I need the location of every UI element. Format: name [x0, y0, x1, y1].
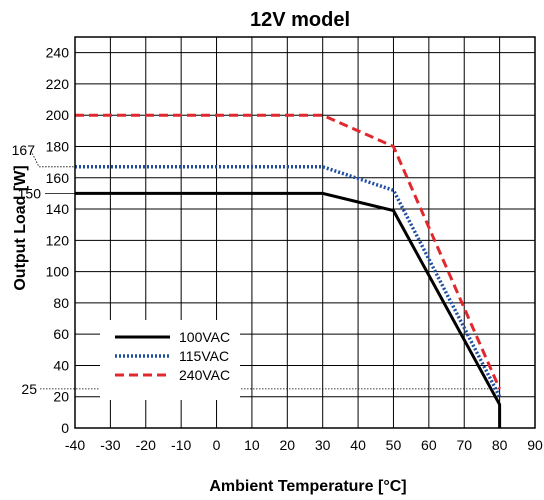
legend: 100VAC 115VAC 240VAC — [100, 320, 240, 400]
x-tick-label: 30 — [315, 437, 331, 453]
y-tick-label: 40 — [53, 357, 69, 373]
x-tick-label: 80 — [492, 437, 508, 453]
y-tick-label: 20 — [53, 389, 69, 405]
reference-label: 150 — [18, 185, 42, 201]
x-axis-title: Ambient Temperature [°C] — [209, 478, 406, 495]
reference-label: 25 — [21, 381, 37, 397]
x-tick-label: 10 — [244, 437, 260, 453]
reference-lines — [30, 150, 500, 390]
y-tick-label: 100 — [46, 264, 70, 280]
y-tick-label: 240 — [46, 45, 70, 61]
y-tick-label: 80 — [53, 295, 69, 311]
y-tick-labels: 0 20 40 60 80 100 120 140 160 180 200 220 240 — [46, 45, 70, 436]
y-tick-label: 0 — [61, 420, 69, 436]
legend-label: 240VAC — [179, 367, 230, 383]
x-tick-label: 90 — [527, 437, 543, 453]
reference-labels: 167 150 25 — [12, 142, 42, 397]
legend-label: 115VAC — [179, 348, 229, 364]
x-tick-label: -10 — [171, 437, 191, 453]
x-tick-label: 0 — [213, 437, 221, 453]
y-tick-label: 60 — [53, 326, 69, 342]
x-tick-label: 60 — [421, 437, 437, 453]
series-line-240vac — [75, 113, 501, 390]
x-tick-label: -30 — [100, 437, 120, 453]
y-tick-label: 120 — [46, 232, 70, 248]
y-tick-label: 200 — [46, 107, 70, 123]
y-tick-label: 220 — [46, 76, 70, 92]
x-tick-label: 70 — [456, 437, 472, 453]
x-tick-label: 50 — [386, 437, 402, 453]
y-tick-label: 180 — [46, 138, 70, 154]
legend-box — [100, 320, 240, 400]
y-axis-title: Output Load [W] — [12, 165, 29, 290]
plot-area-frame — [74, 36, 536, 429]
series-line-100vac — [75, 191, 502, 428]
x-tick-label: -20 — [136, 437, 156, 453]
series-line-115vac — [75, 165, 502, 398]
y-tick-label: 160 — [46, 170, 70, 186]
x-tick-label: -40 — [65, 437, 85, 453]
x-tick-label: 20 — [280, 437, 296, 453]
reference-label: 167 — [12, 142, 36, 158]
x-tick-labels: -40 -30 -20 -10 0 10 20 30 40 50 60 70 80 90 — [65, 437, 543, 453]
series-lines — [75, 113, 502, 428]
y-tick-label: 140 — [46, 201, 70, 217]
legend-label: 100VAC — [179, 329, 230, 345]
chart-title: 12V model — [250, 9, 350, 31]
x-tick-label: 40 — [350, 437, 366, 453]
